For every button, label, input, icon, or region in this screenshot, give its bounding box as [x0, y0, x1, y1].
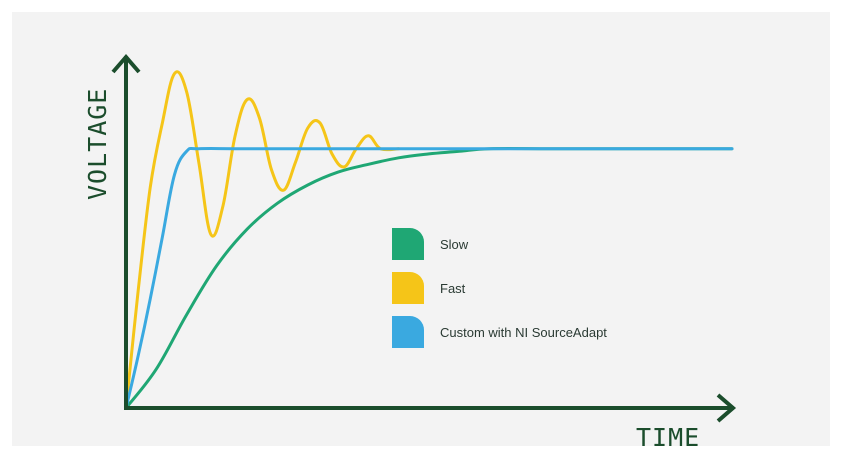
- legend-label-custom-with-ni-sourceadapt: Custom with NI SourceAdapt: [440, 325, 607, 340]
- legend: Slow Fast Custom with NI SourceAdapt: [392, 228, 607, 348]
- legend-label-fast: Fast: [440, 281, 466, 296]
- series-line-slow: [124, 147, 734, 410]
- series-line-custom-with-ni-sourceadapt: [124, 146, 734, 410]
- x-axis-label: TIME: [636, 423, 700, 452]
- series-line-fast: [124, 70, 401, 410]
- legend-label-slow: Slow: [440, 237, 469, 252]
- series-layer: [124, 70, 734, 410]
- y-axis-label: VOLTAGE: [83, 88, 112, 200]
- chart-panel: [12, 12, 830, 446]
- y-axis-arrowhead: [111, 53, 141, 74]
- legend-swatch-fast: [392, 272, 424, 304]
- legend-swatch-custom-with-ni-sourceadapt: [392, 316, 424, 348]
- legend-swatch-slow: [392, 228, 424, 260]
- x-axis-arrowhead: [716, 393, 737, 423]
